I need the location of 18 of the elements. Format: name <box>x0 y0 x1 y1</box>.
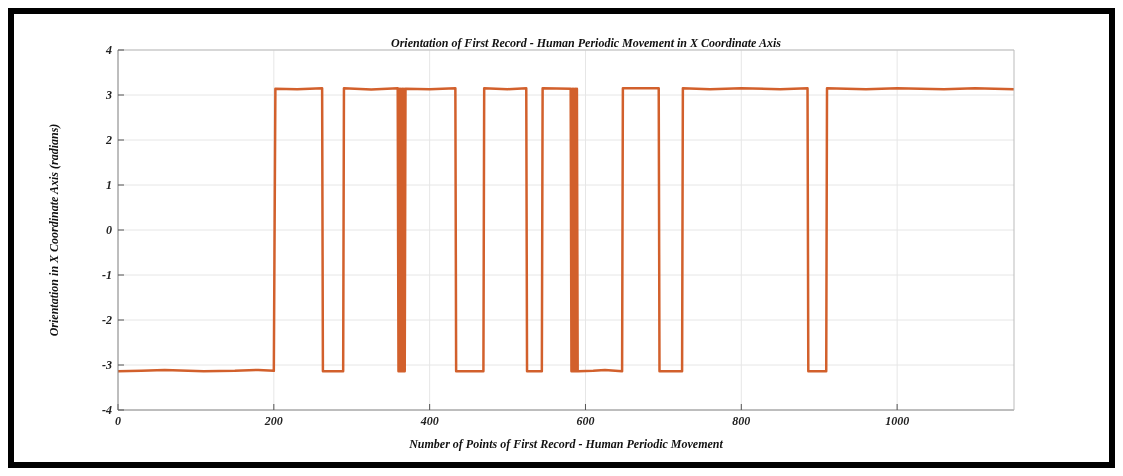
y-tick-label: 1 <box>106 178 112 193</box>
x-tick-label: 200 <box>263 413 283 428</box>
y-tick-label: -4 <box>102 403 112 418</box>
y-tick-label: -3 <box>102 358 112 373</box>
y-tick-label: 2 <box>105 133 112 148</box>
x-tick-label: 1000 <box>885 413 910 428</box>
chart-title: Orientation of First Record - Human Periodic Movement in X Coordinate Axis <box>390 36 782 51</box>
y-axis-title: Orientation in X Coordinate Axis (radians) <box>47 123 62 337</box>
y-tick-label: 0 <box>106 223 112 238</box>
y-tick-label: -1 <box>102 268 112 283</box>
line-series <box>118 87 1014 373</box>
x-tick-label: 600 <box>576 413 595 428</box>
x-tick-label: 800 <box>732 413 751 428</box>
x-tick-label: 400 <box>419 413 439 428</box>
x-axis-title: Number of Points of First Record - Human Periodic Movement <box>408 437 724 451</box>
y-tick-label: 4 <box>105 43 112 58</box>
y-tick-label: 3 <box>105 88 112 103</box>
y-tick-label: -2 <box>102 313 112 328</box>
